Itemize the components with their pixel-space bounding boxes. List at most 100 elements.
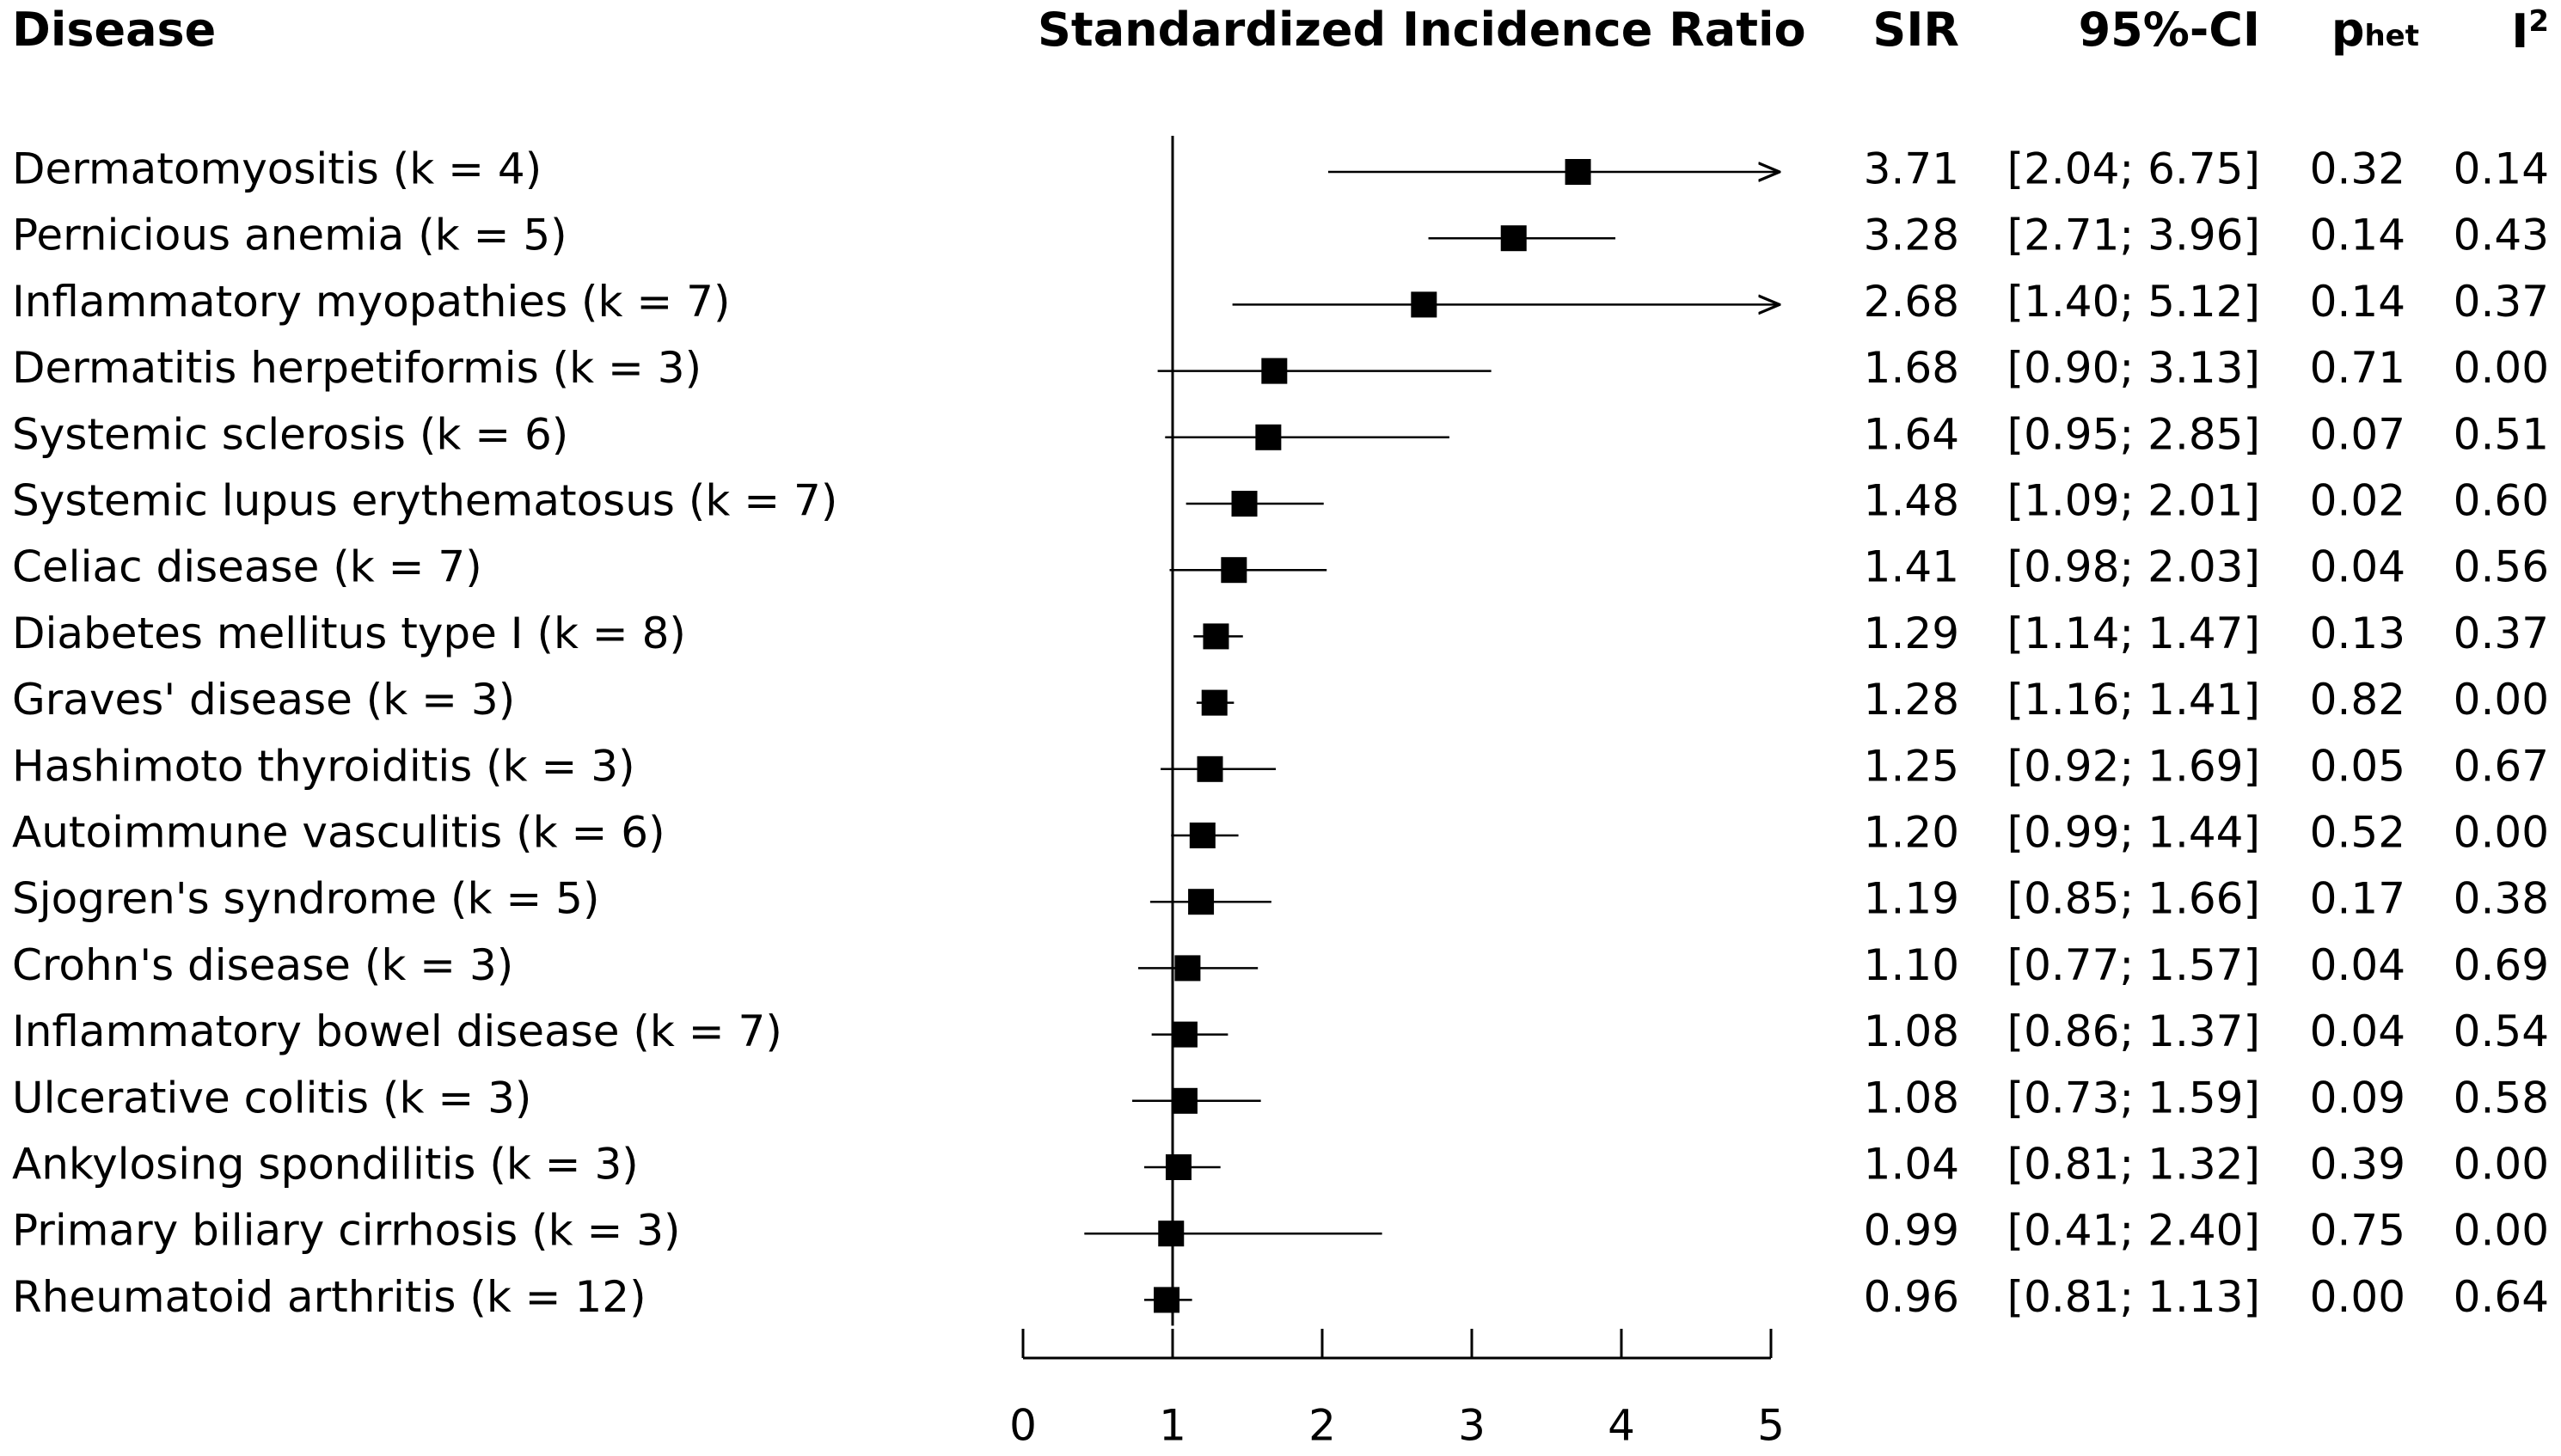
x-tick-label: 1 [1159, 1401, 1186, 1451]
i2-value: 0.56 [2454, 542, 2549, 592]
phet-value: 0.00 [2310, 1272, 2405, 1322]
phet-value: 0.71 [2310, 343, 2405, 393]
sir-value: 0.96 [1864, 1272, 1959, 1322]
i2-value: 0.58 [2454, 1073, 2549, 1123]
header-phet-p: p [2331, 3, 2365, 57]
sir-value: 1.28 [1864, 675, 1959, 725]
sir-value: 1.04 [1864, 1140, 1959, 1190]
phet-value: 0.39 [2310, 1140, 2405, 1190]
point-estimate [1174, 955, 1201, 982]
row-label: Ankylosing spondilitis (k = 3) [12, 1140, 639, 1190]
x-tick-label: 3 [1458, 1401, 1486, 1451]
sir-value: 1.08 [1864, 1006, 1959, 1056]
phet-value: 0.52 [2310, 808, 2405, 858]
row-label: Pernicious anemia (k = 5) [12, 211, 567, 260]
row-label: Autoimmune vasculitis (k = 6) [12, 808, 665, 858]
ci-value: [0.92; 1.69] [2007, 741, 2260, 791]
header-sir: SIR [1872, 3, 1959, 57]
i2-value: 0.64 [2454, 1272, 2549, 1322]
ci-value: [0.90; 3.13] [2007, 343, 2260, 393]
i2-value: 0.60 [2454, 476, 2549, 526]
sir-value: 1.48 [1864, 476, 1959, 526]
sir-value: 1.08 [1864, 1073, 1959, 1123]
i2-value: 0.00 [2454, 675, 2549, 725]
phet-value: 0.04 [2310, 1006, 2405, 1056]
ci-value: [1.40; 5.12] [2007, 277, 2260, 327]
phet-value: 0.02 [2310, 476, 2405, 526]
point-estimate [1165, 1154, 1192, 1180]
i2-value: 0.51 [2454, 409, 2549, 459]
ci-value: [2.04; 6.75] [2007, 144, 2260, 194]
row-label: Diabetes mellitus type I (k = 8) [12, 609, 686, 658]
sir-value: 3.71 [1864, 144, 1959, 194]
sir-value: 1.29 [1864, 609, 1959, 658]
point-estimate [1171, 1021, 1198, 1048]
header-i2: I2 [2511, 7, 2549, 55]
phet-value: 0.32 [2310, 144, 2405, 194]
i2-value: 0.37 [2454, 609, 2549, 658]
i2-value: 0.00 [2454, 808, 2549, 858]
point-estimate [1158, 1220, 1185, 1247]
point-estimate [1189, 823, 1216, 848]
i2-value: 0.14 [2454, 144, 2549, 194]
phet-value: 0.07 [2310, 409, 2405, 459]
chart-title: Standardized Incidence Ratio [1038, 3, 1806, 57]
point-estimate [1231, 491, 1258, 517]
header-i2-base: I [2511, 4, 2529, 58]
point-estimate [1197, 756, 1223, 782]
header-phet-sub: het [2364, 19, 2419, 53]
ci-value: [1.09; 2.01] [2007, 476, 2260, 526]
row-label: Rheumatoid arthritis (k = 12) [12, 1272, 646, 1322]
i2-value: 0.69 [2454, 940, 2549, 990]
i2-value: 0.00 [2454, 1206, 2549, 1256]
point-estimate [1565, 159, 1591, 185]
header-ci: 95%-CI [2078, 3, 2260, 57]
point-estimate [1171, 1087, 1198, 1114]
point-estimate [1411, 291, 1437, 318]
i2-value: 0.00 [2454, 1140, 2549, 1190]
row-label: Systemic lupus erythematosus (k = 7) [12, 476, 837, 526]
row-label: Systemic sclerosis (k = 6) [12, 409, 568, 459]
row-label: Dermatitis herpetiformis (k = 3) [12, 343, 702, 393]
phet-value: 0.82 [2310, 675, 2405, 725]
phet-value: 0.04 [2310, 940, 2405, 990]
sir-value: 1.68 [1864, 343, 1959, 393]
ci-value: [1.14; 1.47] [2007, 609, 2260, 658]
i2-value: 0.67 [2454, 741, 2549, 791]
phet-value: 0.04 [2310, 542, 2405, 592]
header-phet: phet [2331, 7, 2419, 53]
i2-value: 0.54 [2454, 1006, 2549, 1056]
row-label: Sjogren's syndrome (k = 5) [12, 874, 600, 924]
point-estimate [1188, 889, 1215, 915]
phet-value: 0.14 [2310, 211, 2405, 260]
ci-value: [1.16; 1.41] [2007, 675, 2260, 725]
row-label: Primary biliary cirrhosis (k = 3) [12, 1206, 681, 1256]
sir-value: 1.20 [1864, 808, 1959, 858]
ci-value: [0.77; 1.57] [2007, 940, 2260, 990]
ci-value: [0.73; 1.59] [2007, 1073, 2260, 1123]
row-label: Ulcerative colitis (k = 3) [12, 1073, 531, 1123]
ci-value: [2.71; 3.96] [2007, 211, 2260, 260]
sir-value: 1.10 [1864, 940, 1959, 990]
phet-value: 0.13 [2310, 609, 2405, 658]
phet-value: 0.14 [2310, 277, 2405, 327]
ci-value: [0.86; 1.37] [2007, 1006, 2260, 1056]
i2-value: 0.38 [2454, 874, 2549, 924]
phet-value: 0.17 [2310, 874, 2405, 924]
x-tick-label: 5 [1757, 1401, 1785, 1451]
ci-value: [0.41; 2.40] [2007, 1206, 2260, 1256]
ci-value: [0.81; 1.32] [2007, 1140, 2260, 1190]
point-estimate [1221, 557, 1247, 584]
sir-value: 1.19 [1864, 874, 1959, 924]
sir-value: 1.41 [1864, 542, 1959, 592]
phet-value: 0.75 [2310, 1206, 2405, 1256]
ci-value: [0.81; 1.13] [2007, 1272, 2260, 1322]
sir-value: 1.25 [1864, 741, 1959, 791]
point-estimate [1255, 424, 1282, 450]
ci-value: [0.95; 2.85] [2007, 409, 2260, 459]
i2-value: 0.37 [2454, 277, 2549, 327]
row-label: Dermatomyositis (k = 4) [12, 144, 542, 194]
ci-value: [0.98; 2.03] [2007, 542, 2260, 592]
point-estimate [1261, 358, 1288, 384]
